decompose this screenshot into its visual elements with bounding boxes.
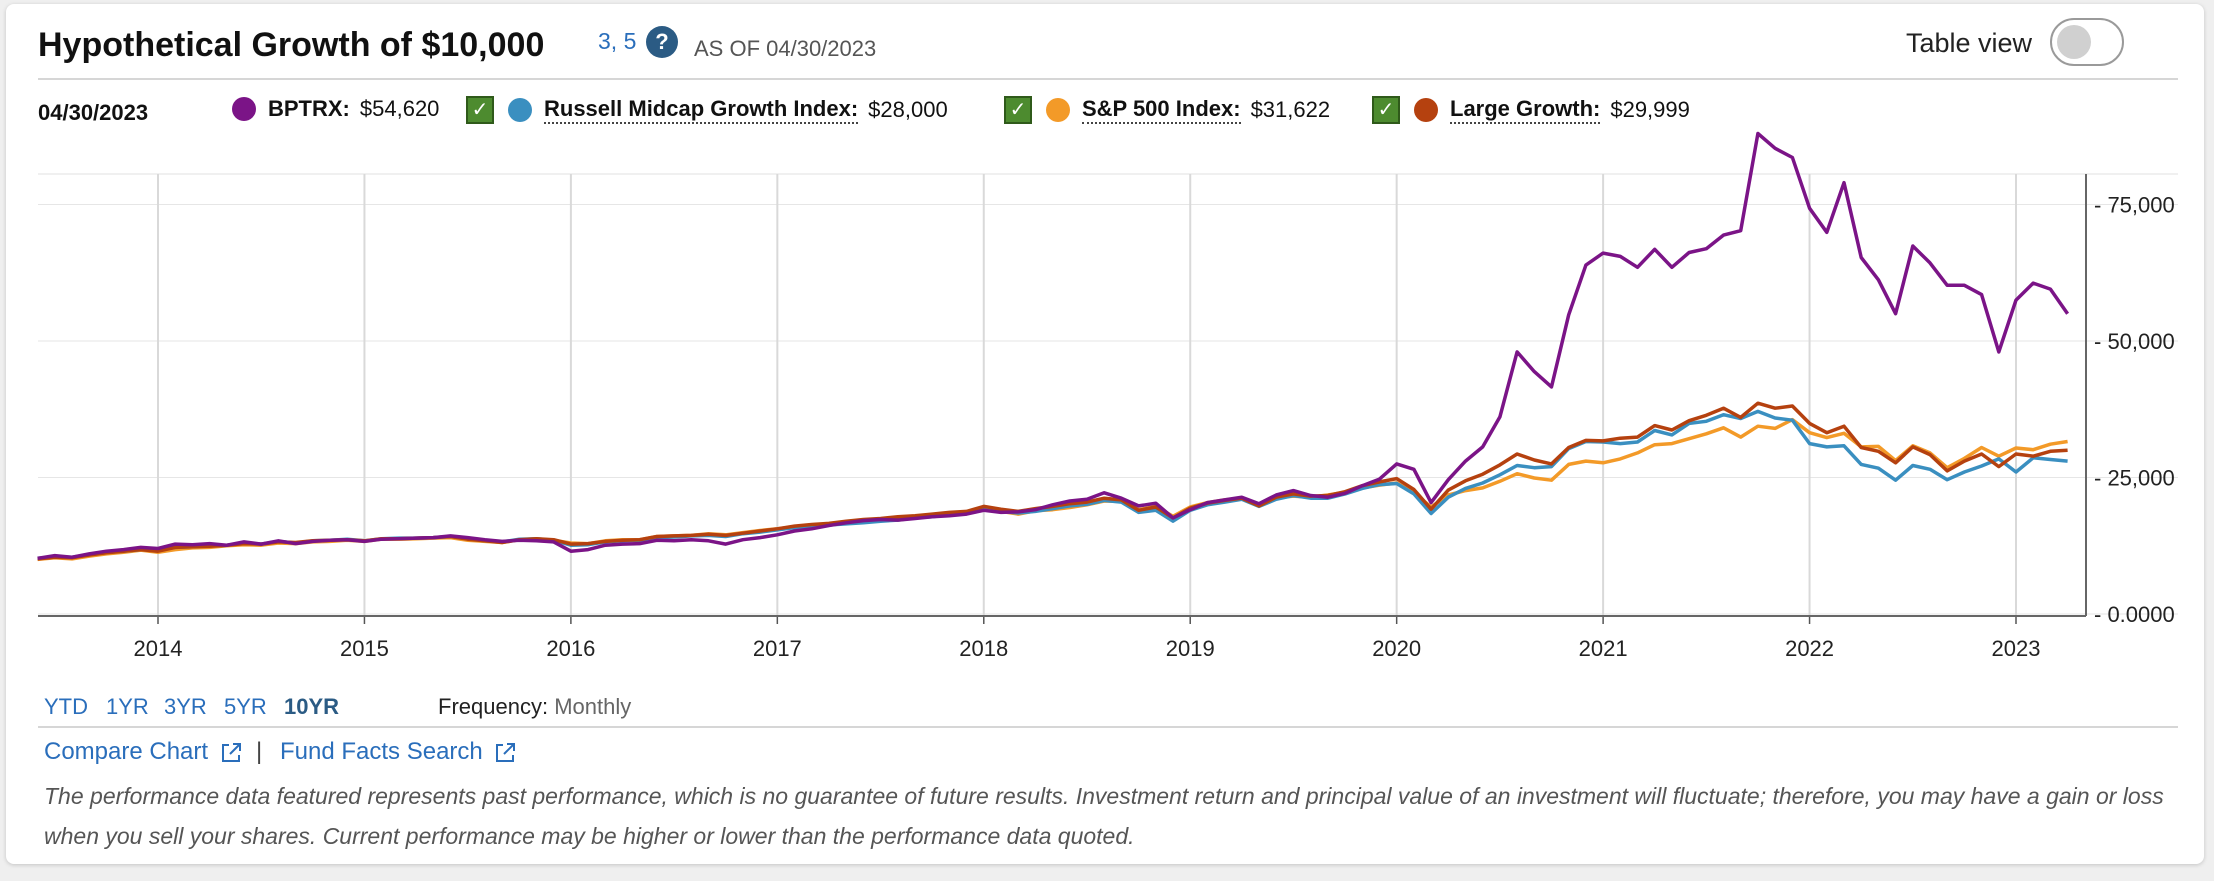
page-title: Hypothetical Growth of $10,000 [38,26,545,64]
series-color-dot [1414,98,1438,122]
frequency: Frequency: Monthly [438,694,631,720]
x-tick-label: 2017 [753,636,802,661]
divider [38,726,2178,728]
range-3yr[interactable]: 3YR [164,694,207,719]
frequency-label: Frequency: [438,694,549,719]
x-tick-label: 2014 [134,636,183,661]
series-line-bptrx [37,131,2070,561]
external-link-icon [221,742,241,762]
x-tick-label: 2022 [1785,636,1834,661]
range-10yr[interactable]: 10YR [284,694,340,719]
legend-item-large-growth: ✓ Large Growth: $29,999 [1372,96,1690,124]
x-tick-label: 2015 [340,636,389,661]
x-tick-label: 2020 [1372,636,1421,661]
toggle-knob [2057,25,2091,59]
link-separator: | [256,738,263,765]
range-ytd[interactable]: YTD [44,694,88,719]
y-tick-label: - 50,000 [2094,329,2175,354]
y-tick-label: - 0.0000 [2094,602,2175,627]
x-tick-label: 2019 [1166,636,1215,661]
series-checkbox[interactable]: ✓ [466,96,494,124]
legend-item-bptrx: BPTRX: $54,620 [232,96,439,122]
x-tick-label: 2016 [546,636,595,661]
growth-card: Hypothetical Growth of $10,000 3, 5 ? AS… [6,4,2204,864]
legend-series-name[interactable]: Russell Midcap Growth Index: [544,96,859,124]
card-header: Hypothetical Growth of $10,000 3, 5 ? AS… [38,18,2178,80]
footnote-links[interactable]: 3, 5 [598,28,637,54]
performance-disclaimer: The performance data featured represents… [44,783,2164,849]
range-1yr[interactable]: 1YR [106,694,149,719]
legend-item-sp500: ✓ S&P 500 Index: $31,622 [1004,96,1330,124]
table-view-toggle[interactable] [2050,18,2124,66]
series-color-dot [508,98,532,122]
legend-series-name[interactable]: Large Growth: [1450,96,1601,124]
frequency-value: Monthly [554,694,632,719]
legend-series-name: BPTRX: [268,96,350,121]
series-line-russell-midcap-growth-index [37,409,2068,561]
y-tick-label: - 25,000 [2094,466,2175,491]
range-5yr[interactable]: 5YR [224,694,267,719]
series-color-dot [232,97,256,121]
y-tick-label: - 75,000 [2094,193,2175,218]
legend-date: 04/30/2023 [38,100,149,125]
legend-series-name[interactable]: S&P 500 Index: [1082,96,1241,124]
compare-chart-link[interactable]: Compare Chart [44,738,243,766]
legend-series-value: $31,622 [1250,97,1331,122]
legend-series-value: $29,999 [1610,97,1690,122]
table-view-label: Table view [1905,28,2032,58]
x-tick-label: 2021 [1579,636,1628,661]
fund-facts-label: Fund Facts Search [280,738,483,765]
compare-chart-label: Compare Chart [44,738,209,765]
x-tick-label: 2018 [959,636,1008,661]
help-icon[interactable]: ? [646,26,678,58]
legend-series-value: $28,000 [868,97,948,122]
x-tick-label: 2023 [1992,636,2041,661]
growth-line-chart[interactable]: - 0.0000 - 25,000 - 50,000 - 75,000 2014 2015… [6,4,2204,684]
legend-item-russell: ✓ Russell Midcap Growth Index: $28,000 [466,96,948,124]
as-of-date: AS OF 04/30/2023 [694,36,877,61]
series-checkbox[interactable]: ✓ [1372,96,1400,124]
fund-facts-search-link[interactable]: Fund Facts Search [280,738,517,766]
series-color-dot [1046,98,1070,122]
series-checkbox[interactable]: ✓ [1004,96,1032,124]
external-link-icon [496,742,516,762]
legend-series-value: $54,620 [359,96,440,121]
